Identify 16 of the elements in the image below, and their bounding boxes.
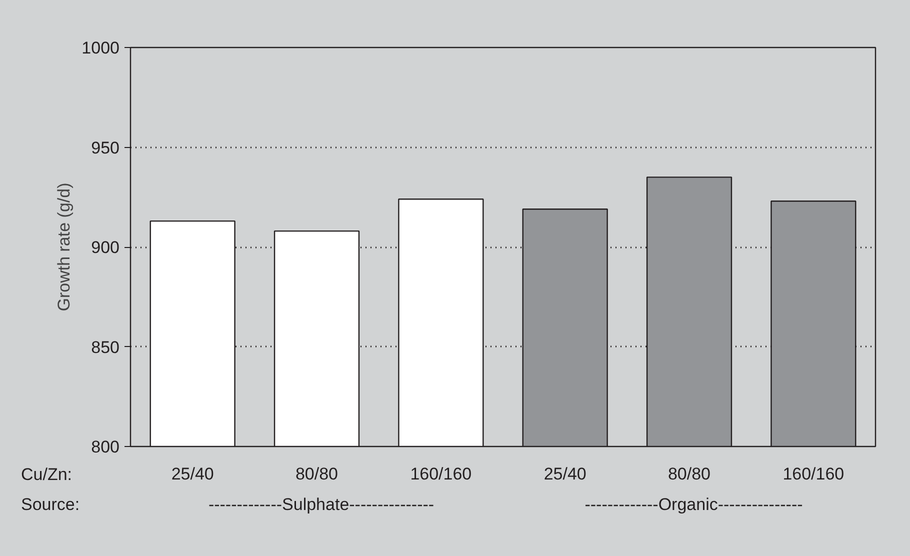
x-tick-label: 25/40 xyxy=(171,464,214,484)
text: -------------Sulphate--------------- xyxy=(208,494,434,516)
x-tick-label: 80/80 xyxy=(668,464,711,484)
text: -------------Organic--------------- xyxy=(584,494,803,516)
source-note: Source: xyxy=(21,494,80,516)
y-tick-label: 800 xyxy=(91,438,120,456)
y-tick-label: 850 xyxy=(91,338,120,357)
y-tick-label: 1000 xyxy=(82,38,120,58)
y-tick-label: 950 xyxy=(91,138,120,158)
x-tick-label: 160/160 xyxy=(410,464,472,484)
x-tick-label: 80/80 xyxy=(295,464,338,484)
x-tick-label: 25/40 xyxy=(544,464,586,484)
text: Cu/Zn: xyxy=(21,464,72,486)
y-axis-title: Growth rate (g/d) xyxy=(54,182,74,312)
y-tick-label: 900 xyxy=(91,238,120,257)
x-tick-label: 160/160 xyxy=(782,464,844,484)
